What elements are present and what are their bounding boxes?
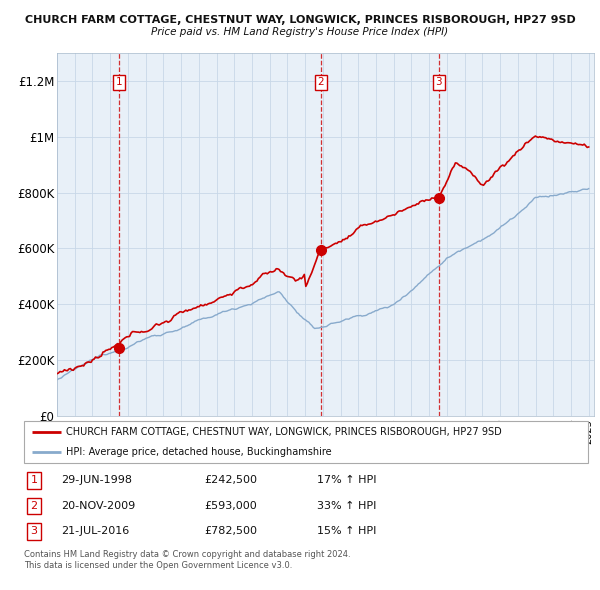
- Text: This data is licensed under the Open Government Licence v3.0.: This data is licensed under the Open Gov…: [24, 560, 292, 569]
- Text: £593,000: £593,000: [205, 501, 257, 511]
- Text: HPI: Average price, detached house, Buckinghamshire: HPI: Average price, detached house, Buck…: [66, 447, 332, 457]
- Text: 29-JUN-1998: 29-JUN-1998: [61, 476, 131, 486]
- Text: 2: 2: [317, 77, 324, 87]
- Text: 1: 1: [116, 77, 122, 87]
- Text: CHURCH FARM COTTAGE, CHESTNUT WAY, LONGWICK, PRINCES RISBOROUGH, HP27 9SD: CHURCH FARM COTTAGE, CHESTNUT WAY, LONGW…: [66, 427, 502, 437]
- Text: £242,500: £242,500: [205, 476, 257, 486]
- Text: Contains HM Land Registry data © Crown copyright and database right 2024.: Contains HM Land Registry data © Crown c…: [24, 550, 350, 559]
- Text: 33% ↑ HPI: 33% ↑ HPI: [317, 501, 377, 511]
- Text: 2: 2: [31, 501, 38, 511]
- Text: 21-JUL-2016: 21-JUL-2016: [61, 526, 129, 536]
- Text: 1: 1: [31, 476, 38, 486]
- Text: CHURCH FARM COTTAGE, CHESTNUT WAY, LONGWICK, PRINCES RISBOROUGH, HP27 9SD: CHURCH FARM COTTAGE, CHESTNUT WAY, LONGW…: [25, 15, 575, 25]
- Text: 17% ↑ HPI: 17% ↑ HPI: [317, 476, 377, 486]
- Text: 3: 3: [436, 77, 442, 87]
- Text: Price paid vs. HM Land Registry's House Price Index (HPI): Price paid vs. HM Land Registry's House …: [151, 27, 449, 37]
- Text: 3: 3: [31, 526, 38, 536]
- Text: £782,500: £782,500: [205, 526, 257, 536]
- Text: 15% ↑ HPI: 15% ↑ HPI: [317, 526, 377, 536]
- Text: 20-NOV-2009: 20-NOV-2009: [61, 501, 135, 511]
